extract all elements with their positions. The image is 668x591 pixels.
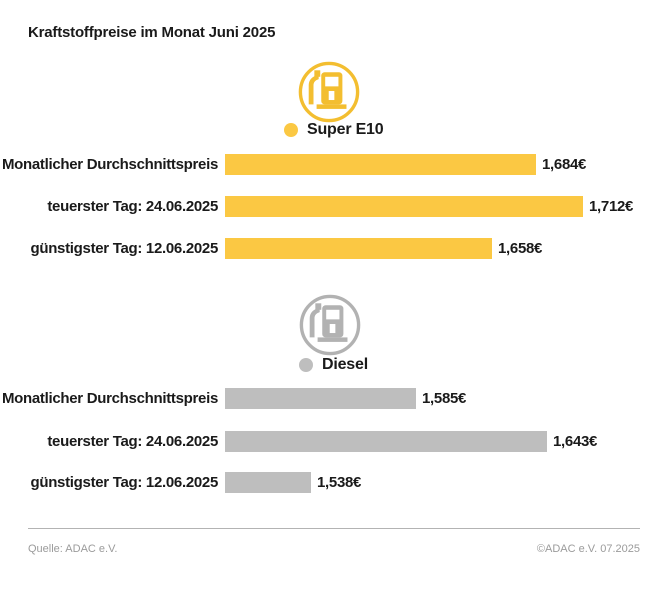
bar-row-diesel-min: günstigster Tag: 12.06.2025 1,538€ [0, 472, 668, 493]
bar-super-max [225, 196, 583, 217]
fuel-pump-icon-diesel [299, 294, 361, 356]
bar-row-diesel-max: teuerster Tag: 24.06.2025 1,643€ [0, 431, 668, 452]
bar-category-label: günstigster Tag: 12.06.2025 [30, 240, 218, 257]
bar-super-average [225, 154, 536, 175]
legend-dot-diesel [299, 358, 313, 372]
source-credit: Quelle: ADAC e.V. [28, 543, 118, 555]
bar-row-diesel-average: Monatlicher Durchschnittspreis 1,585€ [0, 388, 668, 409]
bar-value-label: 1,643€ [553, 433, 598, 450]
copyright-notice: ©ADAC e.V. 07.2025 [536, 543, 640, 555]
bar-row-super-max: teuerster Tag: 24.06.2025 1,712€ [0, 196, 668, 217]
legend-label-super: Super E10 [307, 121, 384, 138]
bar-value-label: 1,658€ [498, 240, 543, 257]
bar-value-label: 1,684€ [542, 156, 587, 173]
bar-row-super-average: Monatlicher Durchschnittspreis 1,684€ [0, 154, 668, 175]
bar-super-min [225, 238, 492, 259]
legend-dot-super [284, 123, 298, 137]
bar-diesel-max [225, 431, 547, 452]
bar-value-label: 1,712€ [589, 198, 634, 215]
bar-category-label: Monatlicher Durchschnittspreis [1, 156, 218, 173]
bar-diesel-min [225, 472, 311, 493]
bar-category-label: teuerster Tag: 24.06.2025 [47, 198, 218, 215]
bar-category-label: Monatlicher Durchschnittspreis [1, 390, 218, 407]
legend-label-diesel: Diesel [322, 356, 368, 373]
bar-row-super-min: günstigster Tag: 12.06.2025 1,658€ [0, 238, 668, 259]
page-title: Kraftstoffpreise im Monat Juni 2025 [28, 24, 276, 41]
legend-super-e10: Super E10 [284, 121, 384, 139]
bar-value-label: 1,538€ [317, 474, 362, 491]
bar-value-label: 1,585€ [422, 390, 467, 407]
bar-category-label: günstigster Tag: 12.06.2025 [30, 474, 218, 491]
footer-divider [28, 528, 640, 529]
bar-diesel-average [225, 388, 416, 409]
fuel-pump-icon-super [298, 61, 360, 123]
bar-category-label: teuerster Tag: 24.06.2025 [47, 433, 218, 450]
legend-diesel: Diesel [299, 356, 368, 374]
